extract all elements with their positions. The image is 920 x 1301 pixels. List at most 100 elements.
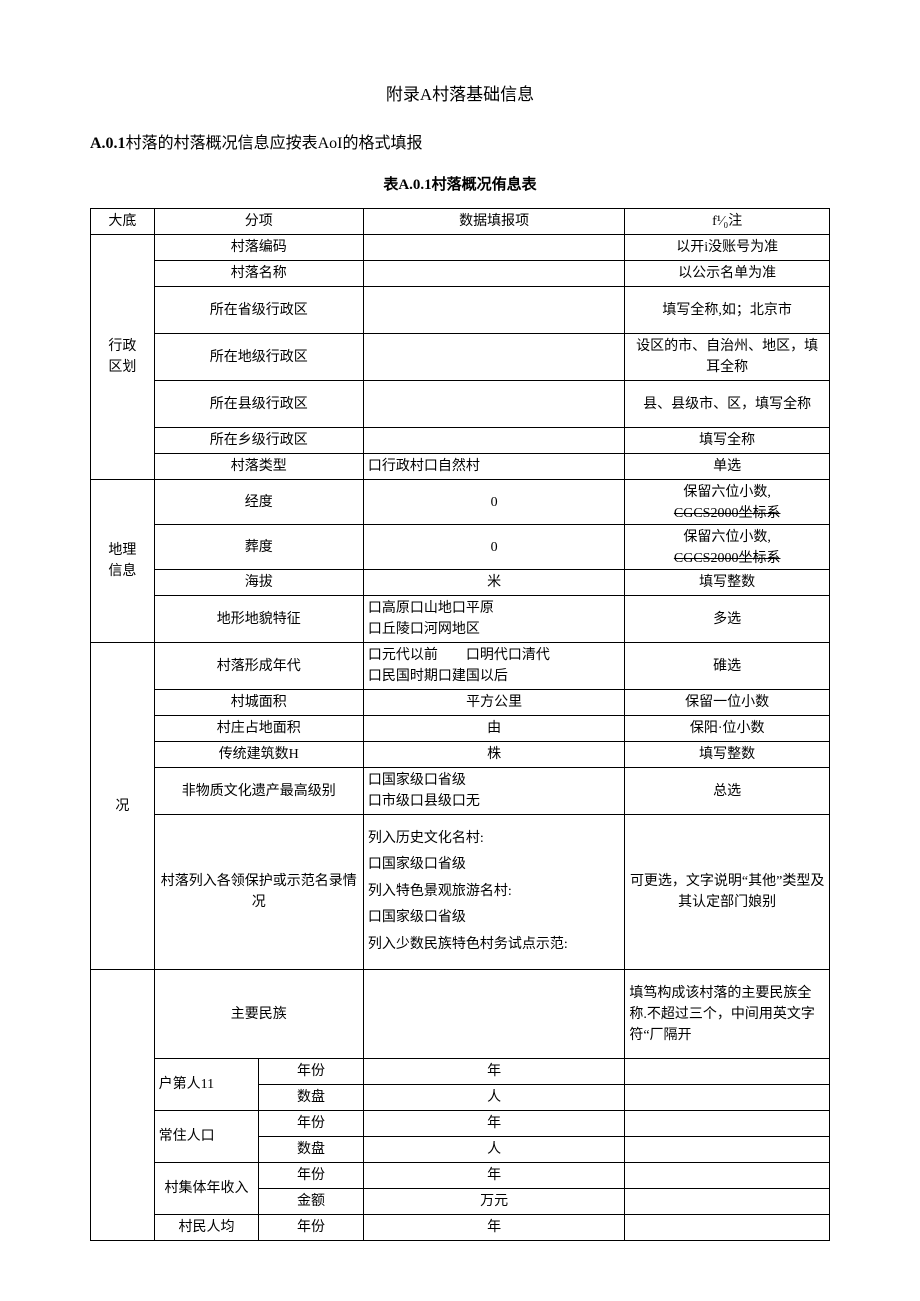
- item-cell: 所在县级行政区: [154, 381, 363, 428]
- table-row: 地形地貌特征 口高原口山地口平原 口丘陵口河网地区 多选: [91, 596, 830, 643]
- item-cell: 村城面积: [154, 690, 363, 716]
- note-cell: [625, 1137, 830, 1163]
- note-cell: 可更选，文字说明“其他”类型及其认定部门娘别: [625, 815, 830, 970]
- table-header-row: 大底 分项 数据填报项 f¹⁄₀注: [91, 209, 830, 235]
- data-cell: 0: [363, 480, 624, 525]
- data-cell: [363, 261, 624, 287]
- note-cell: [625, 1111, 830, 1137]
- data-cell: 人: [363, 1085, 624, 1111]
- item-cell: 村落形成年代: [154, 643, 363, 690]
- table-row: 村城面积 平方公里 保留一位小数: [91, 690, 830, 716]
- sub-cell: 数盘: [259, 1137, 364, 1163]
- note-cell: 保留六位小数, CGCS2000坐标系: [625, 525, 830, 570]
- note-cell: [625, 1215, 830, 1241]
- sub-cell: 年份: [259, 1163, 364, 1189]
- table-row: 地理 信息 经度 0 保留六位小数, CGCS2000坐标系: [91, 480, 830, 525]
- item-cell: 村民人均: [154, 1215, 259, 1241]
- note-cell: 以公示名单为准: [625, 261, 830, 287]
- table-row: 村民人均 年份 年: [91, 1215, 830, 1241]
- item-cell: 海拔: [154, 570, 363, 596]
- data-cell: 株: [363, 742, 624, 768]
- data-cell: 平方公里: [363, 690, 624, 716]
- item-cell: 村落列入各领保护或示范名录情况: [154, 815, 363, 970]
- data-cell: 人: [363, 1137, 624, 1163]
- item-cell: 常住人口: [154, 1111, 259, 1163]
- table-row: 所在乡级行政区 填写全称: [91, 428, 830, 454]
- note-cell: 保留六位小数, CGCS2000坐标系: [625, 480, 830, 525]
- category-geo: 地理 信息: [91, 480, 155, 643]
- header-note: f¹⁄₀注: [625, 209, 830, 235]
- sub-cell: 年份: [259, 1111, 364, 1137]
- table-row: 村庄占地面积 由 保阳·位小数: [91, 716, 830, 742]
- table-row: 常住人口 年份 年: [91, 1111, 830, 1137]
- note-cell: 单选: [625, 454, 830, 480]
- note-cell: 碓选: [625, 643, 830, 690]
- table-row: 所在地级行政区 设区的市、自治州、地区，填耳全称: [91, 334, 830, 381]
- table-row: 村落类型 口行政村口自然村 单选: [91, 454, 830, 480]
- item-cell: 村集体年收入: [154, 1163, 259, 1215]
- table-row: 海拔 米 填写整数: [91, 570, 830, 596]
- section-heading: A.0.1村落的村落概况信息应按表AoI的格式填报: [90, 129, 830, 153]
- item-cell: 所在省级行政区: [154, 287, 363, 334]
- table-row: 所在县级行政区 县、县级市、区，填写全称: [91, 381, 830, 428]
- data-cell: 口国家级口省级 口市级口县级口无: [363, 768, 624, 815]
- data-cell: [363, 428, 624, 454]
- item-cell: 主要民族: [154, 970, 363, 1059]
- data-cell: 0: [363, 525, 624, 570]
- table-caption: 表A.0.1村落概况侑息表: [90, 173, 830, 194]
- category-situation: 况: [91, 643, 155, 970]
- note-cell: 填笃构成该村落的主要民族全称.不超过三个，中间用英文字符“厂隔开: [625, 970, 830, 1059]
- note-cell: 多选: [625, 596, 830, 643]
- item-cell: 经度: [154, 480, 363, 525]
- item-cell: 非物质文化遗产最高级别: [154, 768, 363, 815]
- header-data: 数据填报项: [363, 209, 624, 235]
- item-cell: 葬度: [154, 525, 363, 570]
- table-row: 行政 区划 村落编码 以开i没账号为准: [91, 235, 830, 261]
- data-cell: 年: [363, 1059, 624, 1085]
- note-cell: 设区的市、自治州、地区，填耳全称: [625, 334, 830, 381]
- item-cell: 所在乡级行政区: [154, 428, 363, 454]
- section-prefix: A.0.1: [90, 135, 126, 152]
- table-row: 传统建筑数H 株 填写整数: [91, 742, 830, 768]
- data-cell: [363, 334, 624, 381]
- category-admin: 行政 区划: [91, 235, 155, 480]
- item-cell: 地形地貌特征: [154, 596, 363, 643]
- data-cell: 列入历史文化名村: 口国家级口省级 列入特色景观旅游名村: 口国家级口省级 列入…: [363, 815, 624, 970]
- note-cell: [625, 1163, 830, 1189]
- data-cell: 万元: [363, 1189, 624, 1215]
- data-cell: 口高原口山地口平原 口丘陵口河网地区: [363, 596, 624, 643]
- data-cell: [363, 287, 624, 334]
- item-cell: 村落名称: [154, 261, 363, 287]
- note-cell: 总选: [625, 768, 830, 815]
- item-cell: 村落类型: [154, 454, 363, 480]
- note-cell: [625, 1059, 830, 1085]
- header-category: 大底: [91, 209, 155, 235]
- data-cell: 口行政村口自然村: [363, 454, 624, 480]
- sub-cell: 金额: [259, 1189, 364, 1215]
- data-cell: [363, 381, 624, 428]
- section-text: 村落的村落概况信息应按表AoI的格式填报: [126, 135, 423, 152]
- data-cell: [363, 970, 624, 1059]
- note-cell: 填写整数: [625, 742, 830, 768]
- note-cell: 保留一位小数: [625, 690, 830, 716]
- item-cell: 村庄占地面积: [154, 716, 363, 742]
- note-cell: 填写整数: [625, 570, 830, 596]
- note-cell: 填写全称: [625, 428, 830, 454]
- data-cell: 米: [363, 570, 624, 596]
- table-row: 村落名称 以公示名单为准: [91, 261, 830, 287]
- table-row: 户第人11 年份 年: [91, 1059, 830, 1085]
- note-cell: 以开i没账号为准: [625, 235, 830, 261]
- data-cell: 年: [363, 1215, 624, 1241]
- data-cell: 年: [363, 1111, 624, 1137]
- item-cell: 传统建筑数H: [154, 742, 363, 768]
- table-row: 所在省级行政区 填写全称,如；北京市: [91, 287, 830, 334]
- document-title: 附录A村落基础信息: [90, 80, 830, 105]
- note-cell: [625, 1085, 830, 1111]
- sub-cell: 年份: [259, 1215, 364, 1241]
- village-info-table: 大底 分项 数据填报项 f¹⁄₀注 行政 区划 村落编码 以开i没账号为准 村落…: [90, 208, 830, 1241]
- data-cell: 口元代以前 口明代口清代 口民国时期口建国以后: [363, 643, 624, 690]
- category-population: [91, 970, 155, 1241]
- header-item: 分项: [154, 209, 363, 235]
- table-row: 葬度 0 保留六位小数, CGCS2000坐标系: [91, 525, 830, 570]
- table-row: 况 村落形成年代 口元代以前 口明代口清代 口民国时期口建国以后 碓选: [91, 643, 830, 690]
